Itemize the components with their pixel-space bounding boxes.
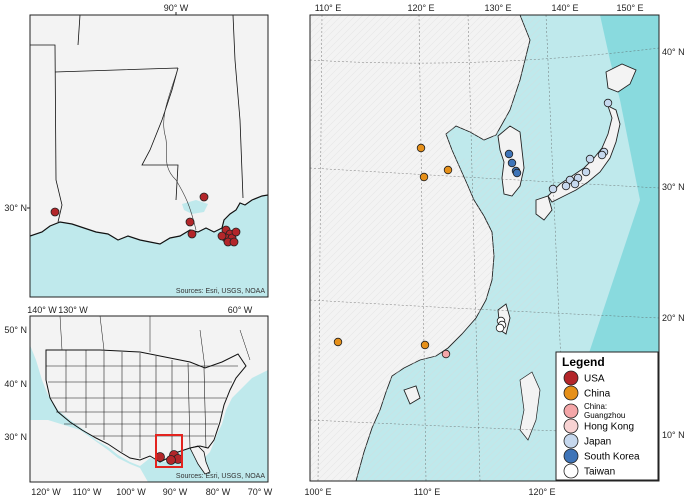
asia-bottom-label-110e: 110° E: [414, 487, 440, 497]
usa-bottom-label-80w: 80° W: [206, 487, 231, 497]
south-korea-sample-point: [507, 158, 517, 168]
legend-title: Legend: [562, 355, 605, 369]
florida: [189, 445, 211, 475]
legend-label-usa: USA: [584, 374, 605, 385]
legend-label-south-korea: South Korea: [584, 452, 640, 463]
usa-sample-point: [231, 227, 241, 237]
asia-right-label-10n: 10° N: [662, 430, 685, 440]
east-asia-map-panel: 110° E 120° E 130° E 140° E 150° E 100° …: [304, 3, 684, 497]
usa-sample-point: [185, 217, 195, 227]
asia-bottom-label-120e: 120° E: [528, 487, 555, 497]
philippines-islands: [519, 371, 541, 441]
bohai-sea: [452, 128, 476, 160]
gulf-land: [30, 15, 268, 244]
japan-sample-point: [570, 179, 580, 189]
usa-bottom-label-120w: 120° W: [31, 487, 61, 497]
inset-extent-box: [155, 434, 183, 468]
usa-sample-point: [199, 192, 209, 202]
legend-label-hong-kong: Hong Kong: [584, 422, 634, 433]
usa-sample-point: [166, 455, 176, 465]
china-sample-point: [416, 143, 426, 153]
japan-sample-point: [561, 181, 571, 191]
gulf-river: [163, 67, 197, 231]
gulf-coast-map-panel: 90° W 30° N Sources: Esri, USGS, NOAA: [4, 3, 269, 298]
china-sample-point: [420, 340, 430, 350]
north-america-land: [30, 316, 268, 466]
usa-bottom-label-110w: 110° W: [73, 487, 102, 497]
legend-swatch-japan: [563, 433, 579, 449]
legend-swatch-usa: [563, 370, 579, 386]
usa-sample-point: [229, 237, 239, 247]
china-guangzhou-sample-point: [441, 349, 451, 359]
asia-right-label-40n: 40° N: [662, 47, 685, 57]
gulf-lake-pontchartrain: [182, 200, 208, 214]
gulf-source-credit: Sources: Esri, USGS, NOAA: [176, 288, 265, 295]
gulf-state-borders: [30, 15, 244, 223]
usa-bottom-label-100w: 100° W: [116, 487, 146, 497]
asia-right-label-20n: 20° N: [662, 313, 685, 323]
japan-sample-point: [581, 167, 591, 177]
legend-items: USA China China: Guangzhou Hong Kong Japan Sou…: [563, 370, 640, 479]
asia-top-label-120e: 120° E: [407, 3, 434, 13]
gulf-coastline: [30, 194, 268, 245]
china-sample-point: [443, 165, 453, 175]
usa-sample-point: [217, 231, 227, 241]
usa-top-label-140w: 140° W: [27, 305, 57, 315]
usa-overview-map-panel: 140° W 130° W 60° W 120° W 110° W 100° W…: [4, 305, 272, 497]
usa-top-label-60w: 60° W: [228, 305, 253, 315]
japan-sample-point: [597, 150, 607, 160]
legend: Legend USA China China: Guangzhou Hong Kong J…: [555, 351, 659, 481]
china-sample-point: [333, 337, 343, 347]
usa-bottom-label-90w: 90° W: [163, 487, 188, 497]
usa-left-label-50n: 50° N: [4, 325, 27, 335]
legend-label-japan: Japan: [584, 437, 611, 448]
usa-state-borders: [46, 350, 238, 460]
usa-sample-point: [50, 207, 60, 217]
usa-top-label-130w: 130° W: [58, 305, 88, 315]
south-korea-sample-point: [504, 149, 514, 159]
japan-sample-point: [585, 154, 595, 164]
japan-kyushu: [535, 195, 553, 221]
legend-label-taiwan: Taiwan: [584, 467, 615, 478]
japan-hokkaido: [605, 63, 637, 93]
mexico-land: [30, 420, 148, 482]
china-sample-point: [419, 172, 429, 182]
usa-source-credit: Sources: Esri, USGS, NOAA: [176, 473, 265, 480]
canada-provinces: [59, 316, 251, 369]
usa-outline: [45, 349, 247, 463]
japan-sample-point: [603, 98, 613, 108]
asia-top-label-130e: 130° E: [484, 3, 511, 13]
asia-top-label-140e: 140° E: [551, 3, 578, 13]
south-korea-sample-point: [512, 168, 522, 178]
legend-swatch-south-korea: [563, 448, 579, 464]
taiwan-sample-point: [495, 323, 505, 333]
asia-top-label-110e: 110° E: [315, 3, 341, 13]
gulf-sample-points: [50, 192, 241, 247]
asia-sample-points: [333, 98, 613, 359]
legend-swatch-hong-kong: [563, 418, 579, 434]
asia-right-label-30n: 30° N: [662, 182, 685, 192]
usa-bottom-label-70w: 70° W: [248, 487, 273, 497]
legend-label-china-guangzhou: China: Guangzhou: [584, 402, 625, 420]
gulf-top-label-90w: 90° W: [164, 3, 189, 13]
asia-top-label-150e: 150° E: [616, 3, 643, 13]
legend-label-china: China: [584, 389, 611, 400]
usa-sample-points: [155, 450, 183, 465]
legend-swatch-taiwan: [563, 463, 579, 479]
usa-left-label-40n: 40° N: [4, 379, 27, 389]
japan-sample-point: [548, 184, 558, 194]
usa-sample-point: [187, 229, 197, 239]
legend-swatch-china: [563, 385, 579, 401]
usa-left-label-30n: 30° N: [4, 432, 27, 442]
hainan-island: [403, 385, 421, 405]
asia-bottom-label-100e: 100° E: [304, 487, 331, 497]
gulf-left-label-30n: 30° N: [4, 203, 27, 213]
legend-swatch-china-guangzhou: [563, 403, 579, 419]
